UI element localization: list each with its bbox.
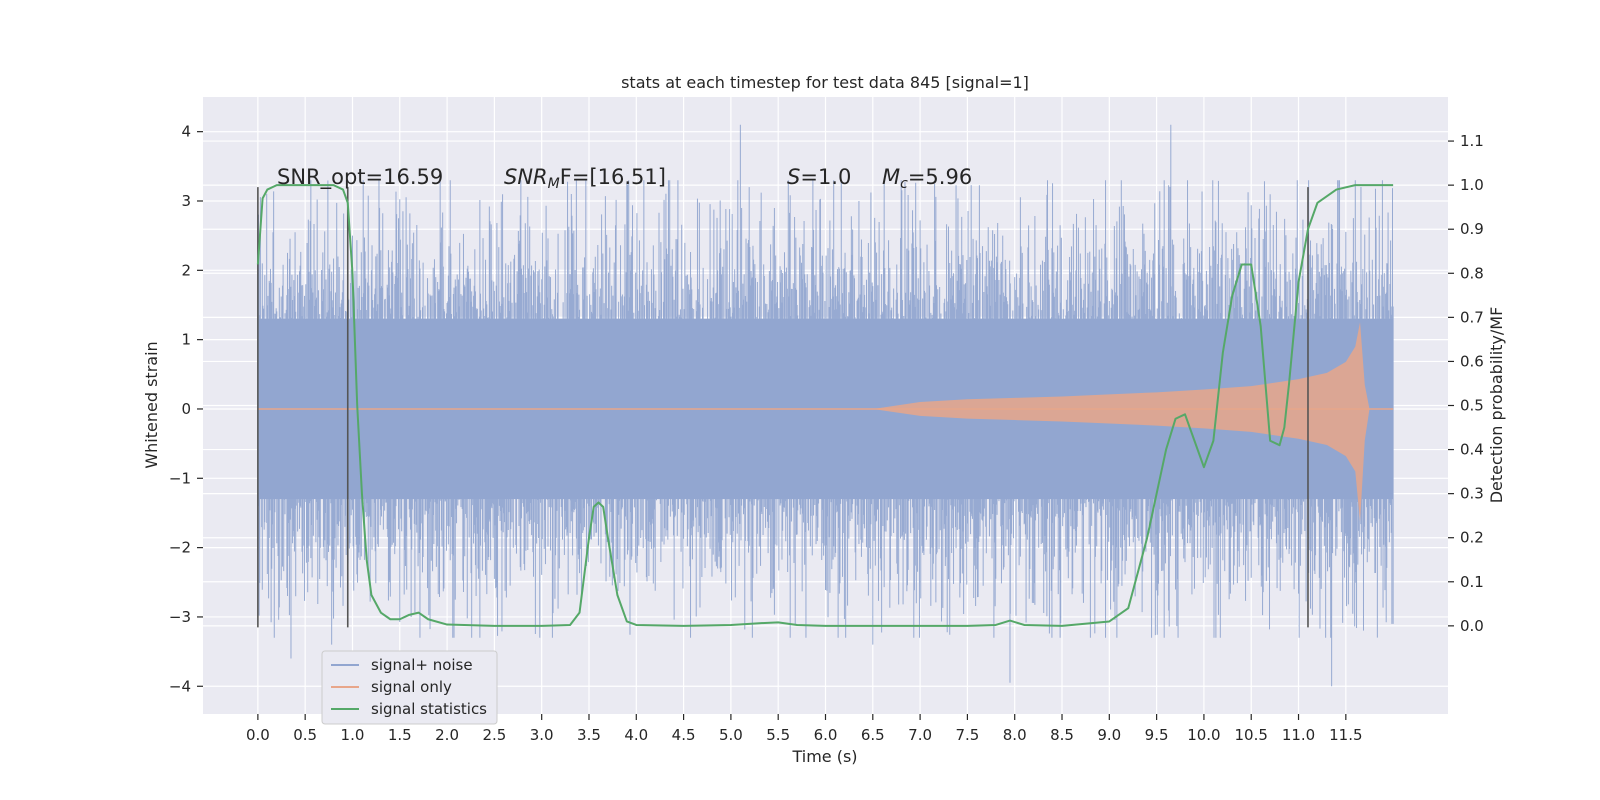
y-right-tick-label: 0.6	[1460, 352, 1484, 370]
y-right-tick-label: 0.0	[1460, 617, 1484, 635]
y-axis-right-ticks: 1.1 1.0 0.9 0.8 0.7 0.6 0.5 0.4 0.3 0.2 0.1 0.0	[1448, 132, 1484, 635]
x-tick-label: 0.0	[246, 726, 270, 744]
x-tick-label: 0.5	[293, 726, 317, 744]
y-right-tick-label: 1.0	[1460, 176, 1484, 194]
chart-title: stats at each timestep for test data 845…	[621, 73, 1029, 92]
annotation-snr-mf: SNRMF=[16.51]	[504, 165, 666, 192]
x-tick-label: 8.5	[1050, 726, 1074, 744]
annotation-snr-mf-value: F=[16.51]	[560, 165, 666, 189]
x-tick-label: 6.0	[814, 726, 838, 744]
y-axis-left-label: Whitened strain	[142, 341, 161, 468]
y-left-tick-label: −1	[169, 469, 191, 487]
y-axis-left-ticks: 4 3 2 1 0 −1 −2 −3 −4	[169, 123, 203, 695]
x-tick-label: 10.5	[1235, 726, 1268, 744]
x-tick-label: 1.5	[388, 726, 412, 744]
legend-label-signal-noise: signal+ noise	[371, 656, 473, 674]
statistics-line	[256, 184, 1394, 627]
annotation-snr-opt: SNR_opt=16.59	[277, 165, 443, 190]
x-tick-label: 10.0	[1187, 726, 1220, 744]
legend-label-signal-statistics: signal statistics	[371, 700, 487, 718]
y-left-tick-label: −4	[169, 677, 191, 695]
x-tick-label: 11.0	[1282, 726, 1315, 744]
signal-envelope	[257, 322, 1394, 522]
y-left-tick-label: 3	[181, 192, 191, 210]
y-right-tick-label: 0.9	[1460, 220, 1484, 238]
y-left-tick-label: 0	[181, 400, 191, 418]
y-left-tick-label: 1	[181, 331, 191, 349]
y-left-tick-label: −2	[169, 539, 191, 557]
x-tick-label: 4.5	[672, 726, 696, 744]
annotations: SNR_opt=16.59 SNRMF=[16.51] S=1.0 Mc=5.9…	[277, 165, 972, 192]
legend-label-signal-only: signal only	[371, 678, 452, 696]
y-right-tick-label: 0.4	[1460, 441, 1484, 459]
x-tick-label: 4.0	[624, 726, 648, 744]
annotation-mc: Mc=5.96	[882, 165, 972, 192]
annotation-s-value: =1.0	[800, 165, 851, 189]
x-tick-label: 7.5	[955, 726, 979, 744]
y-right-tick-label: 0.2	[1460, 529, 1484, 547]
x-tick-label: 11.5	[1329, 726, 1362, 744]
y-left-tick-label: 4	[181, 123, 191, 141]
x-tick-label: 2.5	[482, 726, 506, 744]
x-tick-label: 2.0	[435, 726, 459, 744]
series-signal-only	[257, 322, 1394, 522]
y-left-tick-label: −3	[169, 608, 191, 626]
x-tick-label: 9.5	[1145, 726, 1169, 744]
y-left-tick-label: 2	[181, 261, 191, 279]
y-right-tick-label: 0.5	[1460, 397, 1484, 415]
y-right-tick-label: 0.7	[1460, 308, 1484, 326]
annotation-s: S=1.0	[787, 165, 851, 189]
annotation-mc-label: M	[882, 165, 900, 189]
legend-box	[321, 650, 498, 725]
legend: signal+ noise signal only signal statist…	[321, 650, 498, 725]
x-axis-label: Time (s)	[791, 747, 857, 766]
annotation-snr-mf-label: SNR	[504, 165, 548, 189]
annotation-mc-sub: c	[900, 176, 908, 192]
y-right-tick-label: 1.1	[1460, 132, 1484, 150]
x-tick-label: 7.0	[908, 726, 932, 744]
annotation-s-label: S	[787, 165, 800, 189]
y-right-tick-label: 0.8	[1460, 264, 1484, 282]
annotation-snr-mf-sub: M	[548, 176, 560, 192]
x-tick-label: 9.0	[1097, 726, 1121, 744]
x-tick-label: 5.5	[766, 726, 790, 744]
x-tick-label: 8.0	[1003, 726, 1027, 744]
x-tick-label: 5.0	[719, 726, 743, 744]
x-tick-label: 3.5	[577, 726, 601, 744]
x-tick-label: 6.5	[861, 726, 885, 744]
y-right-tick-label: 0.1	[1460, 573, 1484, 591]
annotation-mc-value: =5.96	[908, 165, 972, 189]
y-axis-right-label: Detection probability/MF	[1487, 307, 1506, 504]
x-axis-ticks: 0.0 0.5 1.0 1.5 2.0 2.5 3.0 3.5 4.0 4.5 5.0 5.5 6.0 6…	[246, 714, 1363, 744]
x-tick-label: 3.0	[530, 726, 554, 744]
y-right-tick-label: 0.3	[1460, 485, 1484, 503]
x-tick-label: 1.0	[341, 726, 365, 744]
series-signal-statistics	[256, 184, 1394, 627]
